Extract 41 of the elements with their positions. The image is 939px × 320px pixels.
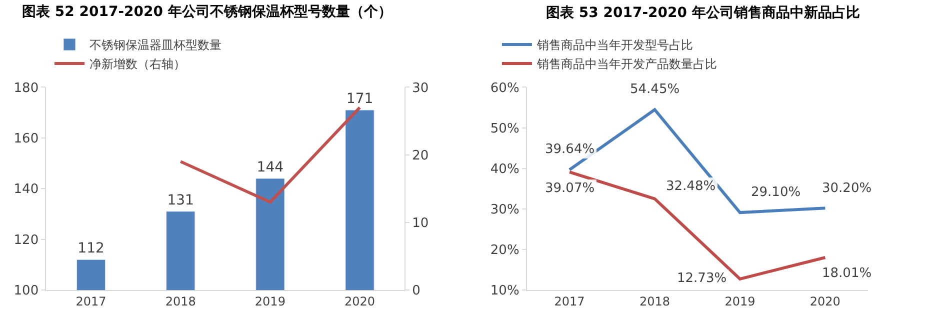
y-tick-label: 120 [14, 232, 39, 248]
chart-title: 图表 53 2017-2020 年公司销售商品中新品占比 [546, 4, 860, 21]
data-label: 30.20% [822, 181, 872, 196]
data-label: 12.73% [677, 271, 727, 286]
data-label: 112 [78, 240, 104, 257]
data-label: 131 [167, 192, 194, 208]
data-label: 32.48% [666, 179, 716, 194]
y2-tick-label: 20 [412, 148, 429, 164]
y2-tick-label: 0 [412, 284, 420, 299]
x-tick-label: 2020 [344, 294, 376, 308]
y-tick-label: 180 [14, 80, 39, 96]
data-label: 171 [346, 91, 374, 108]
x-tick-label: 2018 [165, 294, 196, 308]
x-tick-label: 2019 [724, 294, 756, 308]
data-label: 18.01% [822, 266, 872, 281]
y-tick-label: 100 [14, 284, 39, 299]
y2-tick-label: 30 [412, 80, 429, 96]
data-label: 144 [256, 159, 284, 176]
x-tick-label: 2019 [254, 294, 286, 308]
legend-label: 不锈钢保温器皿杯型数量 [89, 38, 222, 52]
legend-label: 销售商品中当年开发型号占比 [536, 38, 693, 52]
y-tick-label: 30% [490, 202, 520, 218]
y-tick-label: 40% [490, 162, 520, 177]
y-tick-label: 160 [14, 131, 39, 146]
data-label: 54.45% [630, 82, 680, 97]
y-tick-label: 140 [14, 182, 39, 198]
data-label: 29.10% [751, 185, 801, 200]
y-tick-label: 10% [490, 284, 520, 299]
data-label: 39.07% [545, 181, 595, 196]
x-tick-label: 2017 [76, 294, 106, 308]
y2-tick-label: 10 [412, 216, 429, 231]
y-tick-label: 50% [490, 121, 520, 136]
x-tick-label: 2020 [810, 294, 840, 308]
x-tick-label: 2018 [639, 294, 670, 308]
x-tick-label: 2017 [554, 294, 585, 308]
chart-title: 图表 52 2017-2020 年公司不锈钢保温杯型号数量（个） [22, 4, 392, 20]
data-label: 39.64% [545, 142, 595, 157]
y-tick-label: 60% [490, 80, 520, 96]
legend-label: 销售商品中当年开发产品数量占比 [536, 57, 717, 72]
y-tick-label: 20% [490, 242, 520, 258]
legend-label: 净新增数（右轴） [89, 57, 186, 72]
